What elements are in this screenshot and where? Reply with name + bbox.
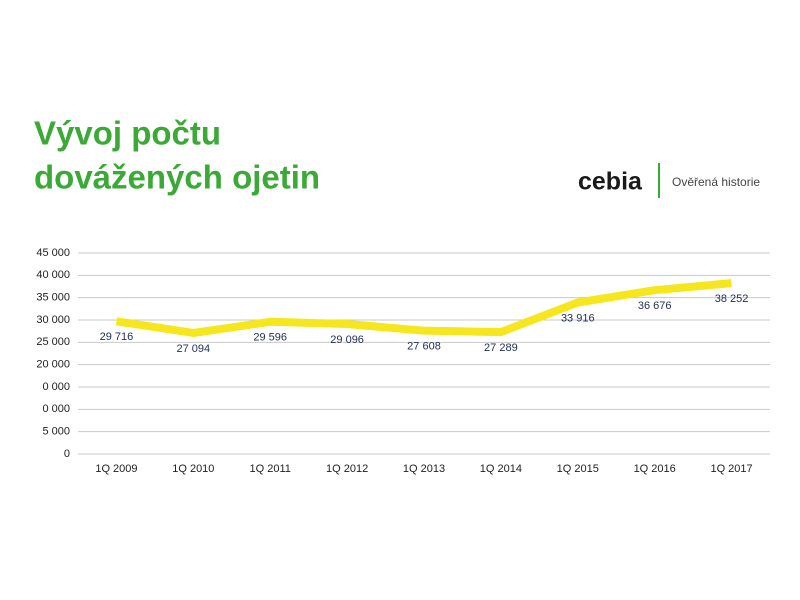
value-label: 29 096 bbox=[330, 334, 364, 346]
y-tick-label: 40 000 bbox=[36, 269, 70, 281]
x-tick-label: 1Q 2010 bbox=[172, 463, 214, 475]
value-label: 27 608 bbox=[407, 341, 441, 353]
y-tick-label: 0 000 bbox=[42, 403, 70, 415]
x-tick-label: 1Q 2017 bbox=[710, 463, 752, 475]
y-tick-label: 20 000 bbox=[36, 359, 70, 371]
y-tick-label: 0 bbox=[64, 448, 70, 460]
y-tick-label: 5 000 bbox=[42, 426, 70, 438]
chart-title: dovážených ojetin bbox=[34, 159, 320, 196]
y-tick-label: 0 000 bbox=[42, 381, 70, 393]
y-tick-label: 45 000 bbox=[36, 247, 70, 259]
logo-name: cebia bbox=[578, 168, 643, 196]
x-tick-label: 1Q 2011 bbox=[250, 463, 291, 475]
value-label: 29 596 bbox=[253, 332, 287, 344]
chart-title: Vývoj počtu bbox=[34, 115, 221, 152]
y-tick-label: 25 000 bbox=[36, 336, 70, 348]
x-tick-label: 1Q 2013 bbox=[403, 463, 445, 475]
y-tick-label: 35 000 bbox=[36, 292, 70, 304]
x-tick-label: 1Q 2014 bbox=[480, 463, 522, 475]
value-label: 29 716 bbox=[100, 331, 134, 343]
x-tick-label: 1Q 2009 bbox=[95, 463, 137, 475]
value-label: 36 676 bbox=[638, 300, 672, 312]
value-label: 27 094 bbox=[177, 343, 211, 355]
x-tick-label: 1Q 2012 bbox=[326, 463, 368, 475]
y-tick-label: 30 000 bbox=[36, 314, 70, 326]
value-label: 27 289 bbox=[484, 342, 518, 354]
x-tick-label: 1Q 2015 bbox=[557, 463, 599, 475]
x-tick-label: 1Q 2016 bbox=[634, 463, 676, 475]
logo-tagline: Ověřená historie bbox=[672, 175, 760, 189]
line bbox=[115, 279, 732, 337]
value-label: 33 916 bbox=[561, 312, 595, 324]
value-label: 38 252 bbox=[715, 293, 749, 305]
